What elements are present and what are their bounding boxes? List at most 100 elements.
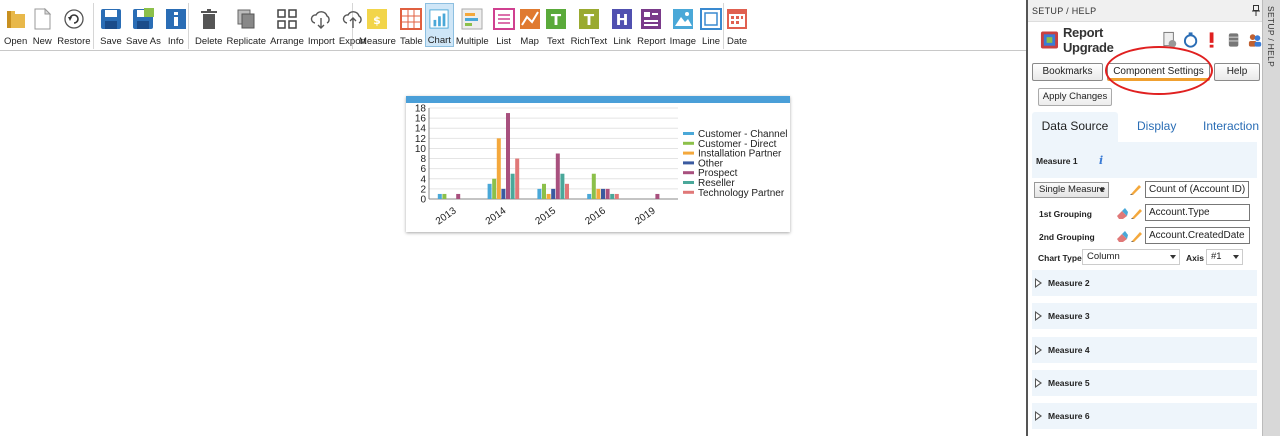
- restore-button[interactable]: Restore: [55, 3, 92, 47]
- svg-text:H: H: [616, 11, 629, 29]
- refresh-timer-icon[interactable]: [1183, 31, 1198, 49]
- cloud-download-icon: [311, 11, 331, 29]
- bar-2016-prospect: [605, 188, 610, 199]
- arrange-label: Arrange: [270, 36, 304, 47]
- svg-text:T: T: [551, 11, 562, 29]
- multiple-button[interactable]: Multiple: [454, 3, 491, 47]
- measure-field-input[interactable]: Count of (Account ID): [1145, 181, 1249, 198]
- line-button[interactable]: Line: [698, 3, 724, 47]
- grouping-1-input[interactable]: Account.Type: [1145, 204, 1250, 221]
- measure-6-row[interactable]: Measure 6: [1032, 403, 1257, 429]
- chart-header-bar[interactable]: [406, 96, 790, 103]
- info-label: Info: [167, 36, 184, 47]
- legend-entry: Customer - Channel: [698, 129, 787, 140]
- info-button[interactable]: Info: [163, 3, 189, 47]
- text-icon: T: [545, 9, 566, 29]
- measure-2-row[interactable]: Measure 2: [1032, 270, 1257, 296]
- delete-button[interactable]: Delete: [193, 3, 224, 47]
- legend-entry: Installation Partner: [698, 149, 782, 160]
- import-button[interactable]: Import: [306, 3, 337, 47]
- export-button[interactable]: Export: [337, 3, 368, 47]
- arrange-button[interactable]: Arrange: [268, 3, 306, 47]
- expand-triangle-icon: [1035, 278, 1042, 288]
- pencil-icon[interactable]: [1130, 207, 1143, 220]
- x-tick-label: 2019: [633, 205, 658, 227]
- trash-icon: [200, 9, 217, 29]
- report-upgrade-logo-icon[interactable]: [1040, 30, 1059, 50]
- measure-1-section: Measure 1 i Single Measure Count of (Acc…: [1032, 142, 1257, 270]
- multiple-label: Multiple: [455, 36, 489, 47]
- info-icon: [165, 9, 186, 29]
- measure-type-value: Single Measure: [1039, 184, 1106, 195]
- subtab-display[interactable]: Display: [1137, 119, 1177, 133]
- x-tick-label: 2016: [583, 205, 608, 227]
- y-tick-label: 6: [420, 164, 426, 175]
- y-tick-label: 2: [420, 184, 426, 195]
- save-button[interactable]: Save: [98, 3, 124, 47]
- subtab-interaction[interactable]: Interaction: [1203, 119, 1260, 133]
- chart-button[interactable]: Chart: [424, 3, 454, 47]
- legend-swatch: [683, 141, 694, 145]
- line-icon: [700, 8, 723, 30]
- bar-2016-reseller: [610, 193, 615, 199]
- replicate-button[interactable]: Replicate: [224, 3, 268, 47]
- bar-2016-technology-partner: [614, 193, 619, 199]
- pencil-icon[interactable]: [1129, 183, 1142, 196]
- axis-select[interactable]: #1: [1206, 249, 1243, 265]
- eraser-icon[interactable]: [1116, 230, 1129, 243]
- date-button[interactable]: Date: [724, 3, 750, 47]
- y-tick-label: 12: [415, 134, 427, 145]
- bar-2015-prospect: [555, 153, 560, 199]
- tab-help[interactable]: Help: [1214, 63, 1260, 81]
- bar-2014-customer-direct: [492, 178, 497, 199]
- alert-icon[interactable]: [1204, 31, 1219, 49]
- legend-swatch: [683, 161, 694, 165]
- restore-label: Restore: [57, 36, 91, 47]
- bar-2014-other: [501, 188, 506, 199]
- database-icon[interactable]: [1226, 31, 1241, 49]
- subtab-data-source[interactable]: Data Source: [1032, 112, 1118, 142]
- open-button[interactable]: Open: [2, 3, 29, 47]
- report-upgrade-label[interactable]: Report Upgrade: [1062, 25, 1114, 55]
- new-button[interactable]: New: [29, 3, 55, 47]
- report-canvas[interactable]: 0 2 4 6 8 10 12 14 16 18 2013 2014 2015 2016 2019 Custo…: [0, 52, 1026, 436]
- measure-2-label: Measure 2: [1048, 278, 1090, 288]
- save-as-button[interactable]: Save As: [124, 3, 163, 47]
- pencil-icon[interactable]: [1130, 230, 1143, 243]
- link-button[interactable]: H Link: [609, 3, 635, 47]
- map-button[interactable]: Map: [517, 3, 543, 47]
- save-label: Save: [100, 36, 122, 47]
- measure-5-row[interactable]: Measure 5: [1032, 370, 1257, 396]
- users-icon[interactable]: [1247, 31, 1262, 49]
- measure-type-select[interactable]: Single Measure: [1034, 182, 1109, 198]
- save-as-icon: [133, 8, 155, 29]
- save-icon: [101, 9, 121, 29]
- tab-component-settings[interactable]: Component Settings: [1107, 63, 1210, 81]
- setup-help-side-tab[interactable]: SETUP / HELP: [1262, 0, 1280, 436]
- info-icon[interactable]: i: [1099, 154, 1104, 167]
- pin-icon[interactable]: [1252, 5, 1260, 16]
- grouping-2-input[interactable]: Account.CreatedDate: [1145, 227, 1250, 244]
- measure-4-row[interactable]: Measure 4: [1032, 337, 1257, 363]
- bar-2013-customer-direct: [442, 193, 447, 199]
- list-button[interactable]: List: [491, 3, 517, 47]
- richtext-button[interactable]: T RichText: [569, 3, 609, 47]
- x-tick-label: 2013: [434, 205, 459, 227]
- chevron-down-icon: [1233, 255, 1239, 259]
- chart-component[interactable]: 0 2 4 6 8 10 12 14 16 18 2013 2014 2015 2016 2019 Custo…: [406, 96, 790, 232]
- measure-3-row[interactable]: Measure 3: [1032, 303, 1257, 329]
- report-button[interactable]: Report: [635, 3, 668, 47]
- measure-button[interactable]: $ Measure: [357, 3, 398, 47]
- apply-changes-button[interactable]: Apply Changes: [1038, 88, 1112, 106]
- tab-bookmarks[interactable]: Bookmarks: [1032, 63, 1103, 81]
- document-settings-icon[interactable]: [1162, 31, 1177, 49]
- image-button[interactable]: Image: [668, 3, 698, 47]
- table-button[interactable]: Table: [398, 3, 425, 47]
- chart-type-select[interactable]: Column: [1082, 249, 1180, 265]
- side-tab-label: SETUP / HELP: [1266, 6, 1276, 68]
- text-button[interactable]: T Text: [543, 3, 569, 47]
- image-icon: [672, 9, 693, 29]
- eraser-icon[interactable]: [1116, 207, 1129, 220]
- main-toolbar: Open New Restore Save Save As Info Delete Repli…: [0, 0, 1026, 51]
- x-tick-label: 2014: [484, 205, 509, 227]
